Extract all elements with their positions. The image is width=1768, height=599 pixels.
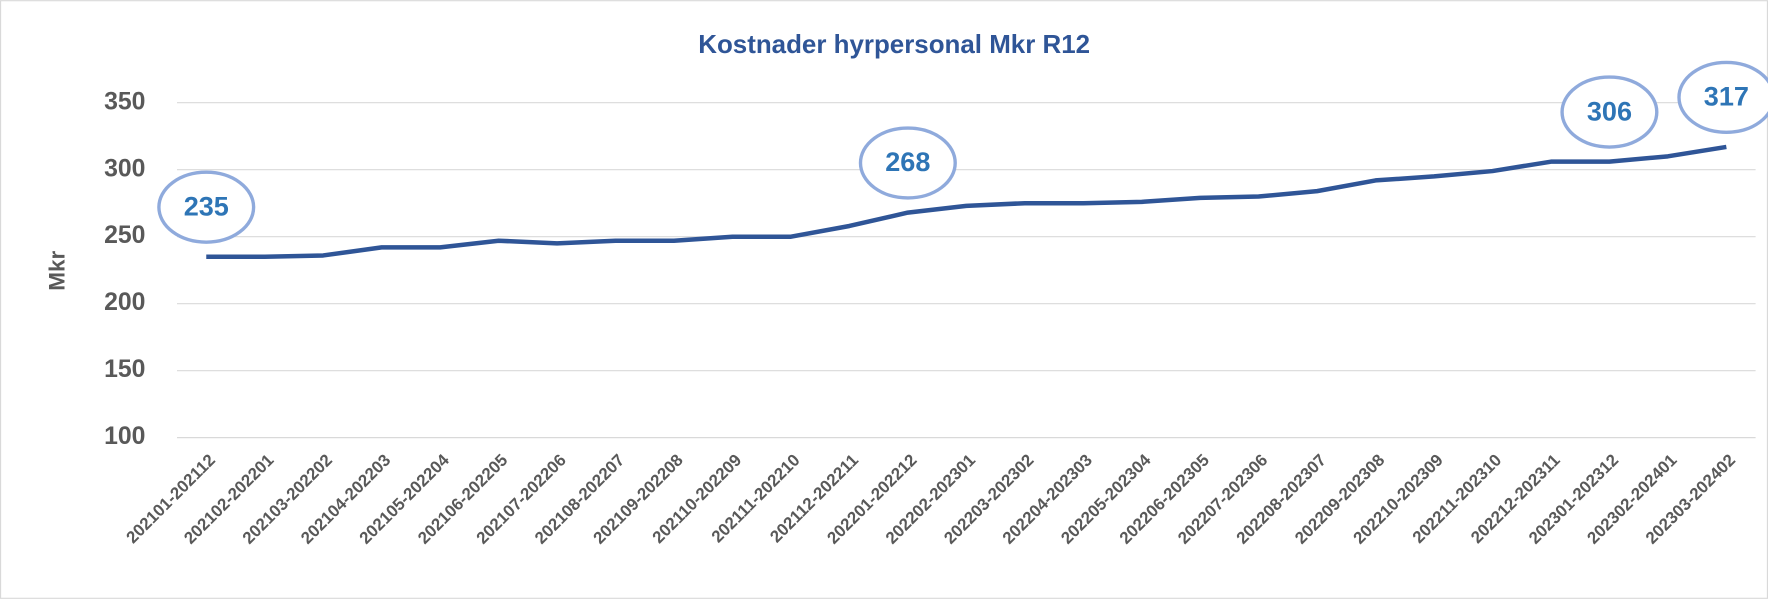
y-tick-label: 100 [104,423,145,450]
y-tick-label: 350 [104,88,145,115]
data-label-bubble [858,126,957,200]
y-tick-label: 150 [104,356,145,383]
y-axis-label: Mkr [45,250,70,290]
data-label: 268 [885,147,930,177]
data-label: 317 [1704,82,1749,112]
line [206,144,1727,260]
data-label-bubble [1677,60,1768,134]
data-label-bubble [1560,75,1659,149]
y-tick-label: 300 [104,155,145,182]
y-tick-label: 250 [104,222,145,249]
y-tick-label: 200 [104,289,145,316]
data-label-bubble [157,170,256,244]
chart-title: Kostnader hyrpersonal Mkr R12 [698,31,1090,59]
data-label: 235 [184,191,229,221]
data-label: 306 [1587,96,1632,126]
